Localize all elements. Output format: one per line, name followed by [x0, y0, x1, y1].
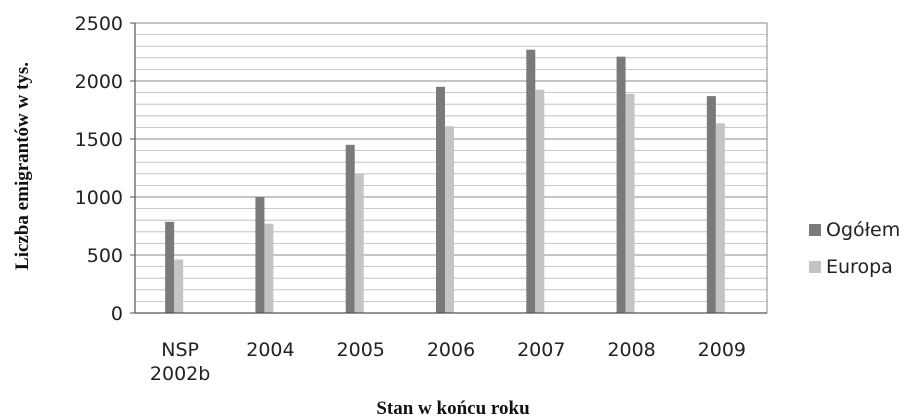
legend-swatch-europa: [809, 261, 821, 273]
legend-label-ogółem: Ogółem: [826, 219, 900, 241]
y-tick-labels: 0 500 1000 1500 2000 2500: [75, 13, 123, 325]
bar-ogółem-2004: [255, 197, 265, 313]
x-tick-label: 2008: [607, 339, 655, 361]
bar-ogółem-2008: [616, 56, 626, 313]
bar-ogółem-nsp-2002b: [165, 221, 175, 313]
y-tick-label: 2000: [75, 71, 123, 93]
y-tick-label: 1500: [75, 129, 123, 151]
x-tick-label: 2009: [698, 339, 746, 361]
bar-europa-nsp-2002b: [174, 259, 184, 313]
bar-ogółem-2009: [706, 96, 716, 313]
x-tick-label: 2004: [246, 339, 294, 361]
bar-europa-2009: [715, 123, 725, 313]
x-tick-label: 2007: [517, 339, 565, 361]
bar-europa-2007: [535, 89, 545, 313]
x-tick-label: 2006: [427, 339, 475, 361]
y-axis-label: Liczba emigrantów w tys.: [12, 62, 33, 270]
y-tick-label: 2500: [75, 13, 123, 35]
x-tick-label: NSP 2002b: [150, 339, 210, 385]
bar-europa-2005: [354, 173, 364, 313]
y-tick-label: 1000: [75, 187, 123, 209]
x-tick-labels: NSP 2002b 2004 2005 2006 2007 2008 2009: [150, 339, 746, 385]
bar-europa-2004: [264, 223, 274, 313]
axes: [130, 22, 767, 314]
bar-ogółem-2005: [345, 144, 355, 313]
legend-label-europa: Europa: [826, 256, 893, 278]
bar-europa-2008: [625, 93, 635, 313]
y-tick-label: 0: [111, 303, 123, 325]
legend: Ogółem Europa: [809, 219, 900, 278]
bar-europa-2006: [445, 126, 454, 314]
bar-ogółem-2007: [526, 49, 536, 314]
x-axis-label: Stan w końcu roku: [376, 398, 530, 417]
bar-ogółem-2006: [436, 86, 445, 313]
legend-swatch-ogółem: [809, 224, 821, 236]
x-tick-label: 2005: [337, 339, 385, 361]
y-tick-label: 500: [87, 245, 123, 267]
bars: [165, 49, 725, 314]
